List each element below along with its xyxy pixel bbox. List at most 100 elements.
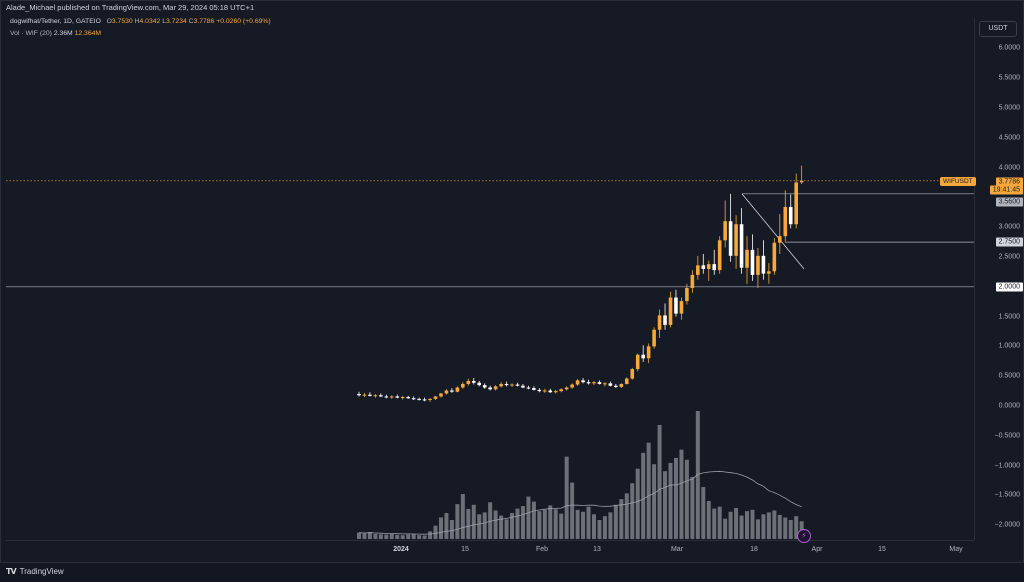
- symbol-price-tag: WIFUSDT: [940, 177, 976, 186]
- level-price-tag: 3.5600: [995, 197, 1023, 207]
- candle-down: [521, 385, 525, 388]
- candle-down: [379, 395, 383, 397]
- volume-ma-value: 12.364M: [74, 30, 102, 37]
- volume-bar: [553, 509, 558, 539]
- candle-up: [603, 383, 607, 385]
- candlestick-chart[interactable]: [6, 18, 974, 540]
- volume-bar: [362, 533, 367, 539]
- candle-up: [362, 394, 367, 396]
- candle-up: [400, 397, 405, 399]
- candle-down: [641, 354, 645, 359]
- candle-down: [608, 383, 613, 386]
- time-tick-label: Apr: [811, 546, 823, 553]
- candle-up: [772, 242, 777, 272]
- candle-down: [586, 382, 591, 384]
- candle-down: [406, 397, 410, 399]
- time-tick-label: 15: [878, 546, 886, 553]
- candle-up: [553, 391, 558, 393]
- candle-up: [624, 378, 629, 384]
- volume-bar: [635, 468, 640, 539]
- volume-bar: [613, 504, 618, 539]
- volume-bar: [542, 509, 547, 539]
- price-tick-label: 1.5000: [998, 313, 1020, 321]
- volume-bar: [406, 534, 411, 539]
- candle-up: [652, 329, 656, 347]
- volume-bar: [766, 512, 771, 539]
- currency-button[interactable]: USDT: [979, 21, 1017, 37]
- volume-bar: [597, 519, 602, 539]
- volume-value: 2.36M: [53, 30, 73, 37]
- volume-bar: [641, 452, 646, 539]
- volume-bar: [373, 533, 378, 539]
- ohlc-open: 3.7530: [111, 18, 133, 25]
- price-tick-label: 6.0000: [998, 44, 1020, 52]
- brand-name: TradingView: [19, 567, 64, 576]
- candle-up: [767, 271, 771, 274]
- time-tick-label: 15: [461, 546, 469, 553]
- candle-down: [515, 384, 520, 386]
- candle-up: [679, 301, 684, 314]
- volume-bar: [755, 519, 760, 539]
- lightning-icon[interactable]: ⚡: [797, 529, 811, 543]
- time-tick-label: Mar: [670, 546, 684, 553]
- volume-bar: [668, 462, 673, 539]
- chart-area[interactable]: [6, 18, 974, 540]
- volume-bar: [652, 464, 657, 539]
- volume-bar: [630, 483, 635, 539]
- price-axis[interactable]: 6.0000 5.5000 5.0000 4.5000 4.0000 3.0000 2.50…: [974, 18, 1024, 540]
- candle-up: [592, 382, 596, 384]
- volume-bar: [471, 504, 476, 539]
- volume-bar: [367, 532, 372, 539]
- volume-bar: [515, 508, 520, 539]
- volume-bar: [466, 508, 471, 539]
- volume-bar: [717, 506, 722, 539]
- candle-down: [614, 385, 618, 387]
- volume-bar: [581, 511, 586, 539]
- candle-up: [510, 384, 514, 386]
- candle-up: [444, 390, 449, 394]
- candle-down: [728, 221, 733, 256]
- volume-bar: [679, 449, 684, 539]
- candle-down: [761, 255, 766, 274]
- price-tick-label: −2.0000: [994, 521, 1021, 529]
- volume-bar: [482, 512, 487, 539]
- price-tick-label: 0.0000: [998, 402, 1020, 410]
- candle-up: [690, 274, 695, 288]
- volume-bar: [734, 507, 739, 539]
- volume-bar: [455, 504, 460, 539]
- volume-indicator-label[interactable]: Vol · WIF (20): [10, 30, 52, 37]
- tradingview-brand[interactable]: 𝗧𝗩 TradingView: [6, 567, 64, 576]
- candle-down: [597, 382, 602, 384]
- volume-bar: [706, 500, 711, 539]
- volume-bar: [575, 509, 580, 539]
- candle-up: [685, 287, 689, 302]
- price-tick-label: −1.0000: [994, 462, 1021, 470]
- candle-up: [466, 380, 471, 384]
- time-axis[interactable]: 2024 15 Feb 13 Mar 18 Apr 15 May: [6, 540, 974, 563]
- candle-up: [428, 398, 432, 401]
- volume-bar: [608, 512, 613, 539]
- time-tick-label: 2024: [393, 546, 409, 553]
- candle-down: [450, 390, 454, 392]
- candle-up: [657, 315, 662, 330]
- volume-bar: [488, 502, 493, 539]
- candle-up: [646, 346, 651, 359]
- price-tick-label: 3.0000: [998, 223, 1020, 231]
- candle-up: [373, 395, 378, 397]
- candle-up: [439, 393, 443, 397]
- volume-bar: [777, 514, 782, 539]
- candle-down: [663, 315, 667, 325]
- volume-bar: [493, 510, 498, 539]
- volume-bar: [564, 456, 569, 539]
- candle-down: [581, 380, 585, 383]
- candle-down: [537, 389, 542, 392]
- symbol-title[interactable]: dogwifhat/Tether, 1D, GATEIO: [10, 18, 101, 25]
- candle-up: [734, 224, 738, 256]
- candle-down: [739, 224, 744, 268]
- footer: 𝗧𝗩 TradingView: [0, 562, 1024, 582]
- volume-bar: [411, 534, 416, 539]
- volume-bar: [712, 508, 717, 539]
- candle-down: [488, 387, 492, 390]
- volume-bar: [728, 511, 733, 539]
- volume-bar: [449, 519, 454, 539]
